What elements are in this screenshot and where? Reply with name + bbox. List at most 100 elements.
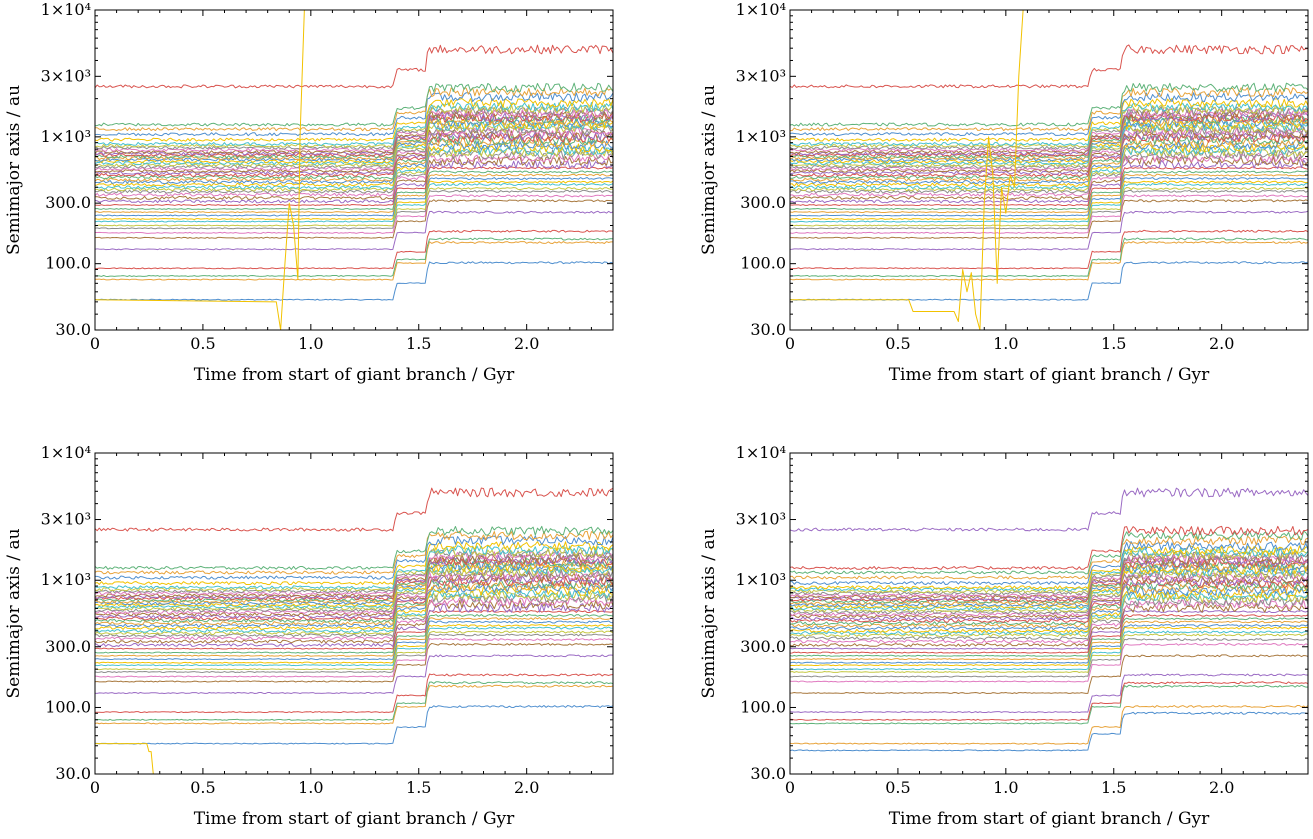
y-tick-label: 30.0 [750, 320, 786, 339]
series-line [790, 176, 1308, 217]
series-line [790, 578, 1308, 623]
x-tick-label: 1.0 [993, 334, 1018, 353]
series-line [790, 155, 1308, 200]
x-tick-label: 0.5 [190, 334, 215, 353]
series-line [95, 44, 613, 89]
x-tick-label: 2.0 [514, 778, 539, 797]
series-line [790, 92, 1308, 137]
series-line [95, 210, 613, 251]
y-tick-label: 1×10³ [736, 127, 786, 146]
series-line [95, 562, 613, 607]
series-line [95, 551, 613, 596]
series-line [790, 705, 1308, 745]
y-tick-label: 3×10³ [736, 66, 786, 85]
y-axis-label: Semimajor axis / au [699, 528, 719, 698]
series-line [95, 553, 613, 598]
x-tick-label: 1.5 [1101, 334, 1126, 353]
series-line [790, 108, 1308, 152]
series-line [790, 557, 1308, 602]
series-line [95, 180, 613, 221]
series-line [790, 642, 1308, 683]
series-line [95, 131, 613, 175]
series-line [790, 599, 1308, 644]
series-line [95, 525, 613, 570]
series-line [790, 535, 1308, 580]
series-line [790, 626, 1308, 667]
series-line [95, 105, 613, 150]
series-line [95, 103, 613, 148]
series-line [95, 229, 613, 270]
series-line [790, 525, 1308, 570]
x-tick-label: 0.5 [885, 778, 910, 797]
x-tick-label: 1.0 [993, 778, 1018, 797]
series-line [95, 574, 613, 619]
plot-area [790, 10, 1308, 330]
series-line [790, 159, 1308, 204]
series-line [790, 128, 1308, 173]
series-line [95, 704, 613, 745]
y-tick-label: 100.0 [740, 697, 786, 716]
series-line [95, 549, 613, 594]
series-line [95, 576, 613, 621]
series-line [790, 170, 1308, 210]
axes-frame [789, 452, 1309, 775]
y-tick-label: 300.0 [45, 193, 91, 212]
x-tick-label: 0.5 [885, 334, 910, 353]
series-line [790, 119, 1308, 164]
plot-area [95, 10, 613, 330]
series-line [95, 586, 613, 631]
series-line [790, 145, 1308, 190]
series-line [790, 194, 1308, 234]
series-line [95, 556, 613, 601]
series-line [790, 603, 1308, 647]
series-line [790, 637, 1308, 678]
series-line [95, 87, 613, 132]
series-line [790, 166, 1308, 207]
series-line [95, 126, 613, 171]
x-axis-label: Time from start of giant branch / Gyr [889, 809, 1210, 829]
series-line [790, 711, 1308, 752]
series-line [95, 199, 613, 239]
series-line [790, 559, 1308, 604]
series-line [790, 102, 1308, 146]
y-tick-label: 1×10⁴ [736, 0, 786, 19]
series-line [790, 654, 1308, 694]
y-tick-label: 30.0 [750, 764, 786, 783]
series-line [95, 125, 613, 169]
y-tick-label: 100.0 [740, 254, 786, 273]
series-line [790, 541, 1308, 586]
series-line [790, 681, 1308, 721]
y-axis-label: Semimajor axis / au [4, 85, 24, 255]
series-line [95, 189, 613, 230]
series-line [790, 586, 1308, 631]
series-line [790, 596, 1308, 641]
series-line [95, 630, 613, 671]
series-line [790, 624, 1308, 664]
panel-bottom-right: 0 0.5 1.0 1.5 2.0 30.0 100.0 300.0 1×10³ 3×10³ 1×1… [699, 443, 1309, 829]
series-line [95, 145, 613, 190]
series-line [95, 102, 613, 146]
y-tick-label: 1×10³ [736, 570, 786, 589]
series-line [95, 186, 613, 227]
series-line [95, 613, 613, 654]
y-axis-label: Semimajor axis / au [699, 85, 719, 255]
series-line [95, 176, 613, 217]
series-line [95, 633, 613, 673]
y-tick-label: 3×10³ [41, 66, 91, 85]
series-line [790, 110, 1308, 154]
series-line [95, 149, 613, 194]
axes-frame [789, 9, 1309, 331]
y-tick-label: 30.0 [55, 320, 91, 339]
series-line [95, 566, 613, 611]
series-line [95, 599, 613, 644]
y-axis-label: Semimajor axis / au [4, 528, 24, 698]
series-line [790, 82, 1308, 127]
x-tick-label: 0 [90, 334, 100, 353]
x-tick-label: 1.5 [406, 334, 431, 353]
series-line [790, 487, 1308, 532]
series-line [95, 114, 613, 159]
series-line [95, 166, 613, 207]
series-line [95, 541, 613, 586]
series-line [95, 183, 613, 223]
